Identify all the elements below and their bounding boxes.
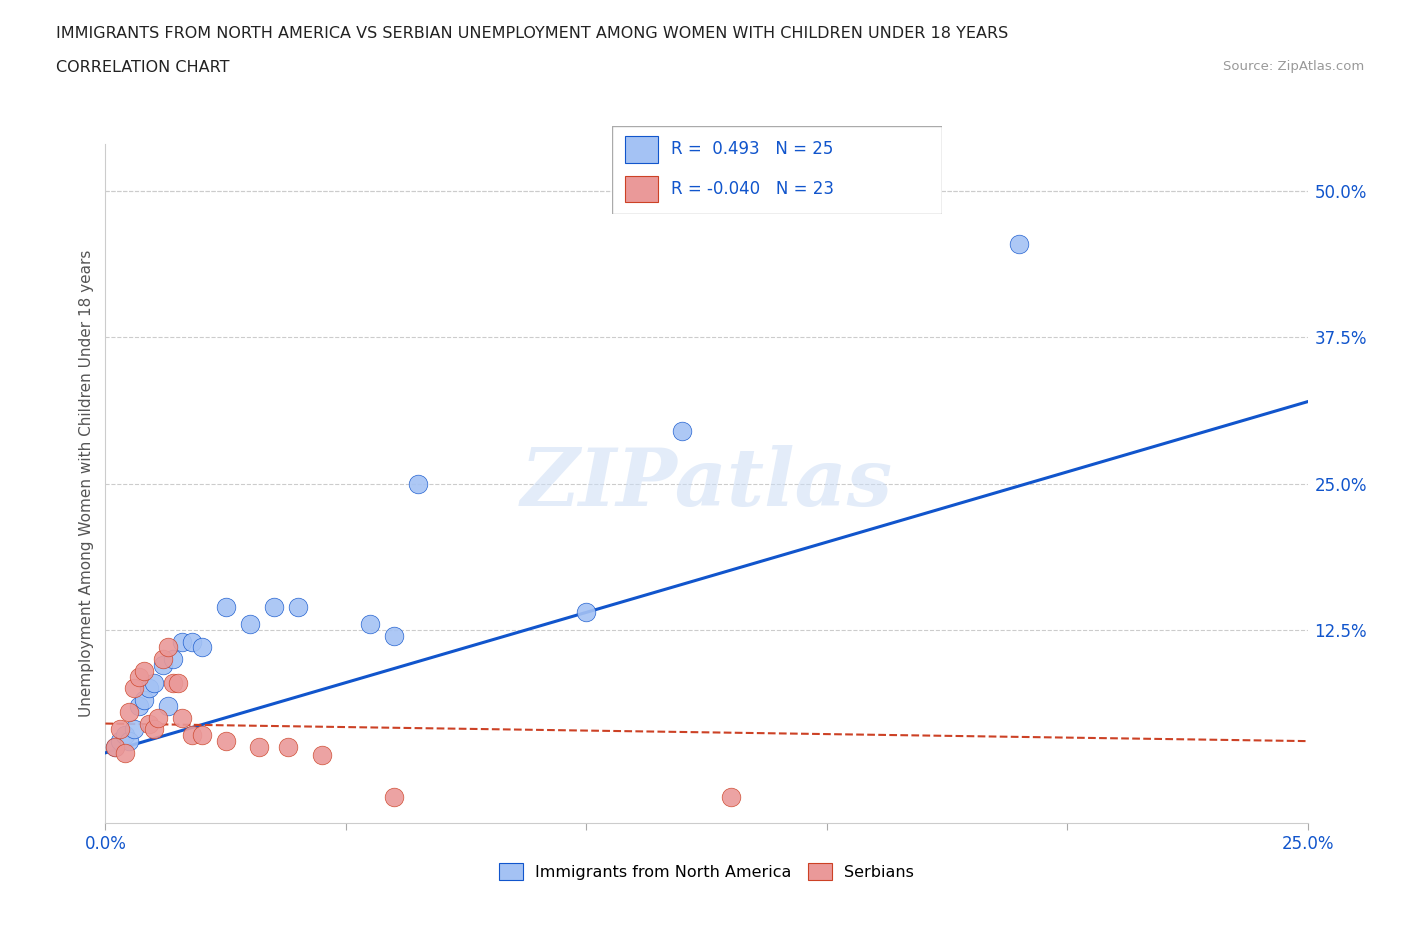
Point: [138, 681, 160, 696]
Point: [214, 734, 236, 749]
Point: [287, 599, 309, 614]
Point: [152, 658, 174, 672]
Point: [162, 652, 184, 667]
Point: [108, 734, 131, 749]
Point: [575, 604, 598, 619]
FancyBboxPatch shape: [624, 176, 658, 203]
Text: CORRELATION CHART: CORRELATION CHART: [56, 60, 229, 75]
Point: [311, 748, 333, 763]
Text: R = -0.040   N = 23: R = -0.040 N = 23: [671, 180, 834, 198]
Point: [263, 599, 285, 614]
Point: [156, 640, 179, 655]
Point: [114, 745, 136, 760]
Point: [406, 476, 429, 491]
Text: IMMIGRANTS FROM NORTH AMERICA VS SERBIAN UNEMPLOYMENT AMONG WOMEN WITH CHILDREN : IMMIGRANTS FROM NORTH AMERICA VS SERBIAN…: [56, 26, 1008, 41]
Y-axis label: Unemployment Among Women with Children Under 18 years: Unemployment Among Women with Children U…: [79, 250, 94, 717]
Point: [108, 722, 131, 737]
Point: [104, 739, 127, 754]
Point: [156, 698, 179, 713]
Point: [172, 711, 194, 725]
Point: [247, 739, 270, 754]
Point: [190, 640, 212, 655]
Point: [359, 617, 381, 631]
Point: [142, 722, 165, 737]
FancyBboxPatch shape: [624, 136, 658, 163]
Point: [132, 663, 155, 678]
Text: Source: ZipAtlas.com: Source: ZipAtlas.com: [1223, 60, 1364, 73]
FancyBboxPatch shape: [612, 126, 942, 214]
Point: [148, 711, 170, 725]
Text: R =  0.493   N = 25: R = 0.493 N = 25: [671, 140, 834, 158]
Point: [1008, 236, 1031, 251]
Point: [118, 704, 141, 719]
Point: [124, 681, 146, 696]
Text: ZIPatlas: ZIPatlas: [520, 445, 893, 523]
Point: [132, 693, 155, 708]
Point: [124, 722, 146, 737]
Point: [104, 739, 127, 754]
Point: [181, 728, 204, 743]
Point: [114, 728, 136, 743]
Point: [162, 675, 184, 690]
Point: [138, 716, 160, 731]
Point: [382, 629, 405, 644]
Point: [152, 652, 174, 667]
Point: [382, 790, 405, 804]
Point: [128, 698, 150, 713]
Point: [128, 670, 150, 684]
Point: [181, 634, 204, 649]
Point: [720, 790, 742, 804]
Point: [172, 634, 194, 649]
Point: [190, 728, 212, 743]
Point: [142, 675, 165, 690]
Point: [214, 599, 236, 614]
Point: [277, 739, 299, 754]
Point: [239, 617, 262, 631]
Legend: Immigrants from North America, Serbians: Immigrants from North America, Serbians: [492, 857, 921, 886]
Point: [118, 734, 141, 749]
Point: [671, 423, 693, 438]
Point: [166, 675, 188, 690]
